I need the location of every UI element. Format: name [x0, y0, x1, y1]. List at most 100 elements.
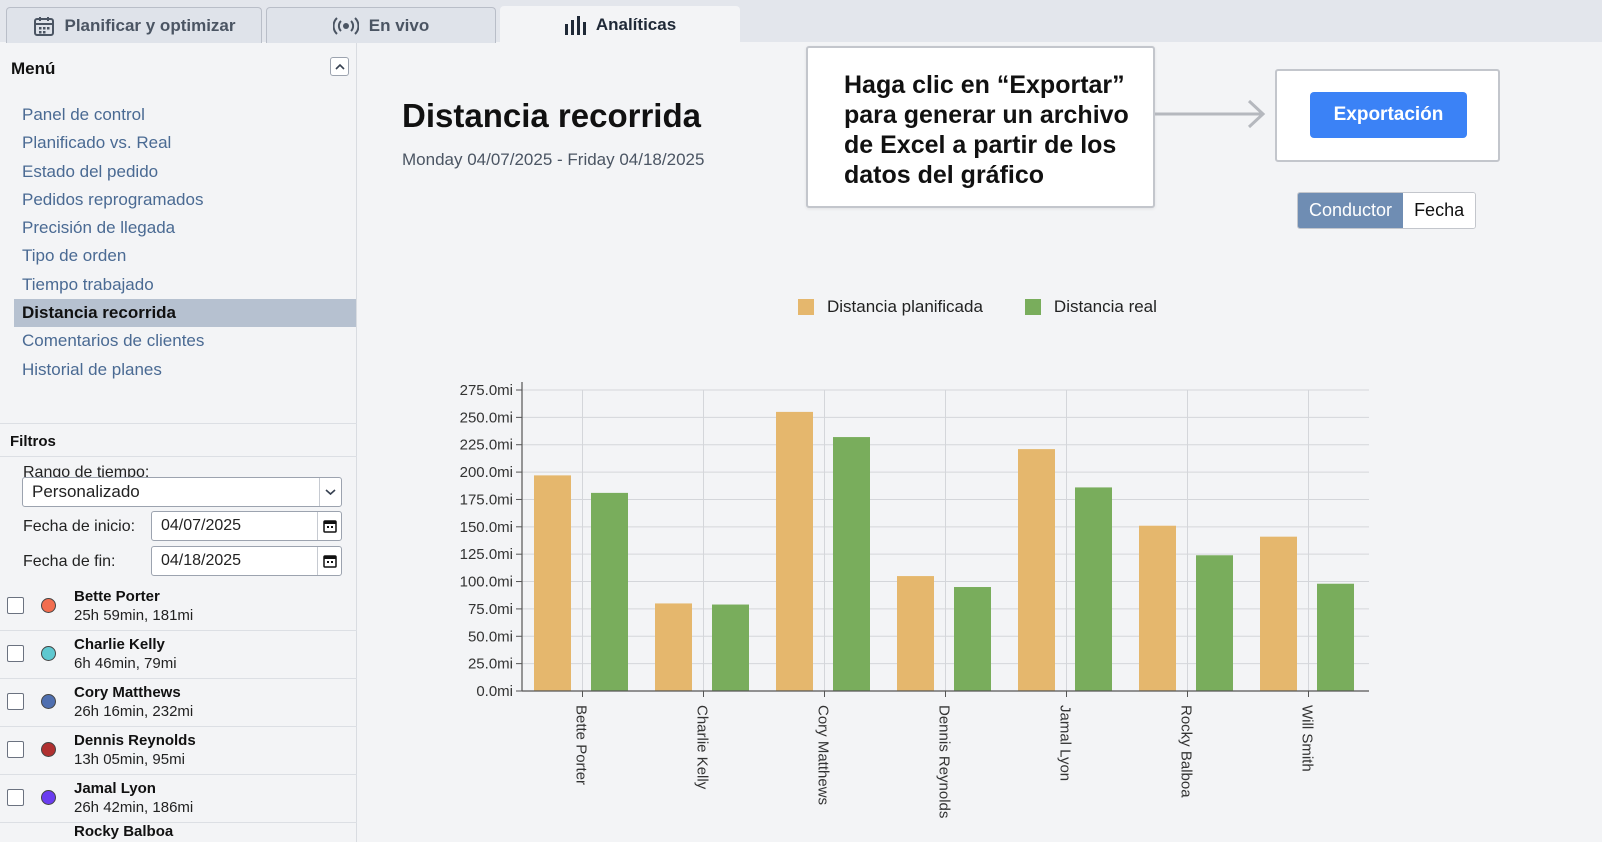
driver-name: Cory Matthews	[74, 684, 181, 701]
menu-item-panel-de-control[interactable]: Panel de control	[22, 105, 145, 124]
driver-name: Rocky Balboa	[74, 823, 174, 840]
driver-row: Cory Matthews 26h 16min, 232mi	[0, 679, 357, 727]
bar-planned	[897, 576, 934, 691]
group-by-toggle: Conductor Fecha	[1297, 192, 1477, 229]
bar-actual	[954, 587, 991, 691]
tab-planificar[interactable]: Planificar y optimizar	[6, 7, 262, 43]
export-button[interactable]: Exportación	[1310, 92, 1467, 138]
driver-row: Bette Porter 25h 59min, 181mi	[0, 583, 357, 631]
driver-name: Charlie Kelly	[74, 636, 165, 653]
y-tick-label: 125.0mi	[460, 546, 513, 563]
y-tick-label: 0.0mi	[476, 683, 513, 700]
start-date-value: 04/07/2025	[161, 517, 242, 534]
driver-name: Bette Porter	[74, 588, 160, 605]
driver-checkbox[interactable]	[7, 645, 24, 662]
menu-item-planificado-vs-real[interactable]: Planificado vs. Real	[22, 133, 172, 153]
menu-item-precision-de-llegada[interactable]: Precisión de llegada	[22, 218, 176, 238]
y-tick-label: 50.0mi	[468, 628, 513, 645]
bar-planned	[776, 411, 813, 691]
driver-checkbox[interactable]	[7, 597, 24, 614]
y-tick-label: 275.0mi	[460, 382, 513, 399]
start-date-input[interactable]: 04/07/2025	[151, 511, 342, 541]
driver-row: Rocky Balboa	[0, 823, 357, 842]
end-date-label: Fecha de fin:	[23, 553, 116, 570]
export-callout: Haga clic en “Exportar” para generar un …	[806, 46, 1155, 208]
legend-item-planned[interactable]: Distancia planificada	[798, 297, 983, 317]
start-date-label: Fecha de inicio:	[23, 518, 136, 535]
y-tick-label: 150.0mi	[460, 519, 513, 536]
tab-en-vivo[interactable]: En vivo	[266, 7, 496, 43]
tab-analiticas[interactable]: Analíticas	[500, 6, 740, 43]
main-content: 0.0mi 25.0mi 50.0mi 75.0mi 100.0mi 125.0mi 150…	[358, 43, 1602, 842]
tab-label: Planificar y optimizar	[64, 15, 236, 35]
x-tick-label: Rocky Balboa	[1178, 705, 1195, 798]
menu-item-tipo-de-orden[interactable]: Tipo de orden	[22, 246, 127, 266]
menu-item-distancia-recorrida[interactable]: Distancia recorrida	[14, 299, 356, 328]
menu-list: Panel de control Planificado vs. Real Es…	[14, 101, 356, 384]
bar-actual	[712, 604, 749, 691]
driver-name: Dennis Reynolds	[74, 732, 196, 749]
time-range-select[interactable]: Personalizado	[22, 477, 342, 507]
bar-planned	[1018, 449, 1055, 691]
filters-title: Filtros	[10, 433, 56, 450]
driver-color-dot	[41, 694, 56, 709]
bar-planned	[534, 475, 571, 691]
legend-item-actual[interactable]: Distancia real	[1024, 297, 1157, 317]
divider	[0, 423, 357, 424]
x-tick-label: Jamal Lyon	[1057, 705, 1074, 781]
broadcast-icon	[332, 16, 359, 35]
sidebar: Menú Panel de control Planificado vs. Re…	[0, 43, 357, 842]
x-tick-label: Bette Porter	[573, 705, 590, 785]
group-by-date-button[interactable]: Fecha	[1403, 193, 1476, 228]
arrow-right-icon	[1155, 99, 1266, 129]
menu-item-comentarios-de-clientes[interactable]: Comentarios de clientes	[22, 331, 205, 351]
menu-item-historial-de-planes[interactable]: Historial de planes	[22, 359, 162, 379]
menu-item-pedidos-reprogramados[interactable]: Pedidos reprogramados	[22, 189, 204, 209]
calendar-icon[interactable]	[317, 512, 341, 540]
legend-label: Distancia real	[1053, 297, 1157, 316]
driver-meta: 6h 46min, 79mi	[74, 655, 177, 672]
bar-planned	[1260, 536, 1297, 691]
bar-chart-icon	[564, 15, 586, 35]
driver-color-dot	[41, 790, 56, 805]
chart-legend: Distancia planificada Distancia real	[798, 297, 1199, 317]
driver-checkbox[interactable]	[7, 789, 24, 806]
y-tick-label: 25.0mi	[468, 656, 513, 673]
menu-title: Menú	[11, 59, 56, 78]
driver-color-dot	[41, 742, 56, 757]
legend-label: Distancia planificada	[827, 297, 983, 316]
y-tick-label: 225.0mi	[460, 437, 513, 454]
collapse-menu-button[interactable]	[330, 57, 349, 76]
date-range: Monday 04/07/2025 - Friday 04/18/2025	[402, 150, 705, 169]
group-by-driver-button[interactable]: Conductor	[1298, 193, 1404, 228]
y-tick-label: 175.0mi	[460, 491, 513, 508]
bar-actual	[591, 492, 628, 691]
x-tick-label: Charlie Kelly	[694, 705, 711, 790]
menu-item-tiempo-trabajado[interactable]: Tiempo trabajado	[22, 274, 154, 294]
tab-bar: Planificar y optimizar En vivo Analítica…	[0, 0, 1602, 43]
bar-planned	[655, 603, 692, 691]
callout-text: Haga clic en “Exportar” para generar un …	[844, 71, 1129, 189]
driver-row: Charlie Kelly 6h 46min, 79mi	[0, 631, 357, 679]
end-date-input[interactable]: 04/18/2025	[151, 546, 342, 576]
time-range-value: Personalizado	[32, 482, 140, 501]
driver-color-dot	[41, 598, 56, 613]
driver-meta: 13h 05min, 95mi	[74, 751, 185, 768]
bar-actual	[1075, 487, 1112, 691]
driver-row: Dennis Reynolds 13h 05min, 95mi	[0, 727, 357, 775]
calendar-icon[interactable]	[317, 547, 341, 575]
legend-swatch	[798, 299, 814, 315]
bar-chart: 0.0mi 25.0mi 50.0mi 75.0mi 100.0mi 125.0mi 150…	[460, 382, 1369, 818]
bar-actual	[1196, 555, 1233, 691]
driver-checkbox[interactable]	[7, 741, 24, 758]
tab-label: Analíticas	[595, 15, 677, 34]
x-tick-label: Cory Matthews	[815, 705, 832, 805]
bar-planned	[1139, 525, 1176, 691]
driver-checkbox[interactable]	[7, 693, 24, 710]
tab-label: En vivo	[368, 15, 430, 35]
page-title: Distancia recorrida	[402, 97, 701, 134]
y-tick-label: 75.0mi	[468, 601, 513, 618]
driver-row: Jamal Lyon 26h 42min, 186mi	[0, 775, 357, 823]
menu-item-estado-del-pedido[interactable]: Estado del pedido	[22, 161, 159, 181]
driver-name: Jamal Lyon	[74, 780, 156, 797]
